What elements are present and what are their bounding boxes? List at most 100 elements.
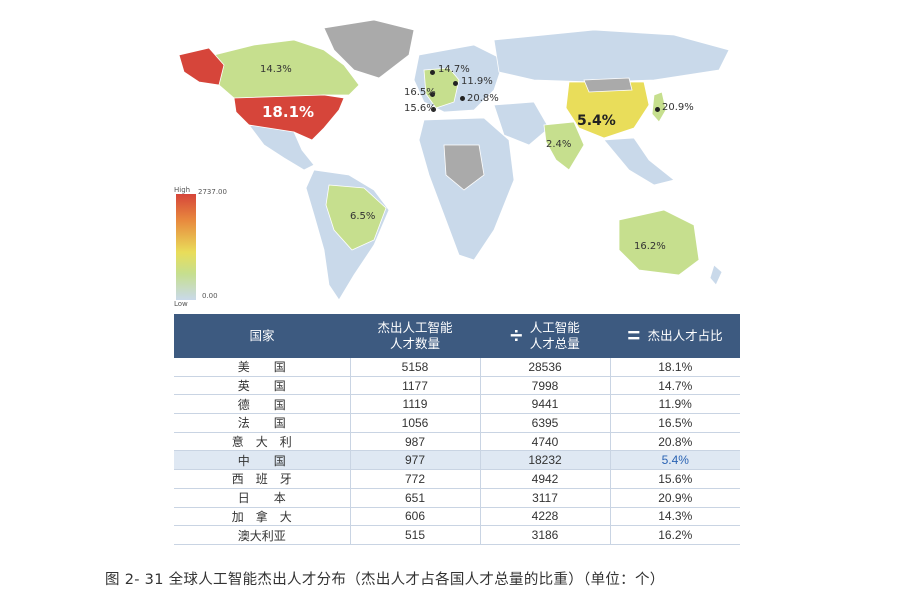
- cell-country: 意 大 利: [174, 432, 351, 452]
- region-mexico: [248, 124, 315, 171]
- cell-top-talent: 772: [350, 469, 481, 489]
- label-uk: 14.7%: [438, 64, 470, 75]
- label-germany: 11.9%: [461, 76, 493, 87]
- cell-total-talent: 28536: [480, 358, 611, 377]
- cell-share: 11.9%: [610, 394, 740, 415]
- legend-high-label: High: [174, 186, 191, 194]
- cell-top-talent: 5158: [350, 358, 481, 377]
- legend-gradient-bar: [176, 194, 196, 300]
- cell-top-talent: 651: [350, 488, 481, 508]
- divide-operator: ÷: [510, 323, 523, 348]
- cell-total-talent: 9441: [480, 394, 611, 415]
- cell-share: 16.2%: [610, 525, 740, 545]
- cell-top-talent: 987: [350, 432, 481, 452]
- cell-total-talent: 4740: [480, 432, 611, 452]
- table-row: 加 拿 大 606 4228 14.3%: [174, 507, 740, 527]
- label-canada: 14.3%: [260, 64, 292, 75]
- marker-germany: [453, 81, 458, 86]
- label-usa: 18.1%: [262, 103, 315, 121]
- table-row: 意 大 利 987 4740 20.8%: [174, 432, 740, 452]
- cell-country: 德 国: [174, 394, 351, 415]
- cell-share: 20.8%: [610, 432, 740, 452]
- label-australia: 16.2%: [634, 241, 666, 252]
- cell-top-talent: 1119: [350, 394, 481, 415]
- cell-share: 14.7%: [610, 376, 740, 396]
- cell-top-talent: 977: [350, 450, 481, 471]
- color-legend: High 2737.00 Low 0.00: [174, 186, 234, 308]
- world-map-svg: [178, 19, 730, 301]
- region-india: [543, 121, 585, 171]
- region-middle-east: [493, 101, 550, 146]
- region-greenland: [323, 19, 415, 79]
- region-se-asia: [603, 137, 675, 186]
- table-row: 中 国 977 18232 5.4%: [174, 450, 740, 471]
- label-italy: 20.8%: [467, 93, 499, 104]
- table-row: 澳大利亚 515 3186 16.2%: [174, 525, 740, 545]
- marker-spain: [431, 107, 436, 112]
- cell-total-talent: 4942: [480, 469, 611, 489]
- region-australia: [618, 209, 700, 276]
- world-map: 14.3% 18.1% 6.5% 14.7% 11.9% 16.5% 20.8%…: [174, 10, 746, 310]
- header-share: = 杰出人才占比: [610, 314, 740, 358]
- cell-total-talent: 4228: [480, 507, 611, 527]
- cell-top-talent: 1177: [350, 376, 481, 396]
- header-share-label: 杰出人才占比: [647, 328, 723, 343]
- table-row: 美 国 5158 28536 18.1%: [174, 358, 740, 377]
- cell-share: 14.3%: [610, 507, 740, 527]
- marker-italy: [460, 96, 465, 101]
- cell-country: 中 国: [174, 450, 351, 471]
- table-row: 西 班 牙 772 4942 15.6%: [174, 469, 740, 489]
- region-africa-nodata: [443, 144, 485, 191]
- table-body: 美 国 5158 28536 18.1% 英 国 1177 7998 14.7% 德 国 1119…: [174, 358, 740, 545]
- header-top-talent-line1: 杰出人工智能: [377, 321, 453, 335]
- label-japan: 20.9%: [662, 102, 694, 113]
- table-row: 德 国 1119 9441 11.9%: [174, 394, 740, 415]
- cell-total-talent: 3117: [480, 488, 611, 508]
- header-total-talent: ÷ 人工智能 人才总量: [480, 314, 610, 358]
- figure-caption: 图 2- 31 全球人工智能杰出人才分布（杰出人才占各国人才总量的比重）（单位：…: [105, 572, 665, 588]
- cell-top-talent: 1056: [350, 413, 481, 433]
- cell-share: 15.6%: [610, 469, 740, 489]
- marker-japan: [655, 107, 660, 112]
- cell-share: 16.5%: [610, 413, 740, 433]
- table-row: 日 本 651 3117 20.9%: [174, 488, 740, 508]
- header-total-talent-line2: 人才总量: [529, 337, 580, 351]
- label-france: 16.5%: [404, 87, 436, 98]
- cell-country: 美 国: [174, 358, 351, 377]
- cell-country: 西 班 牙: [174, 469, 351, 489]
- header-country: 国家: [174, 314, 350, 358]
- legend-low-label: Low: [174, 300, 188, 308]
- cell-country: 加 拿 大: [174, 507, 351, 527]
- header-top-talent: 杰出人工智能 人才数量: [350, 314, 480, 358]
- cell-country: 日 本: [174, 488, 351, 508]
- header-total-talent-line1: 人工智能: [529, 321, 580, 335]
- region-china: [565, 81, 650, 139]
- label-brazil: 6.5%: [350, 211, 376, 222]
- cell-country: 英 国: [174, 376, 351, 396]
- cell-total-talent: 18232: [480, 450, 611, 471]
- legend-low-value: 0.00: [202, 292, 218, 300]
- marker-france: [430, 92, 435, 97]
- region-new-zealand: [709, 264, 723, 286]
- region-brazil: [325, 184, 387, 251]
- marker-uk: [430, 70, 435, 75]
- cell-country: 澳大利亚: [174, 525, 351, 545]
- cell-total-talent: 7998: [480, 376, 611, 396]
- table-row: 法 国 1056 6395 16.5%: [174, 413, 740, 433]
- region-africa: [418, 117, 515, 261]
- cell-total-talent: 3186: [480, 525, 611, 545]
- cell-share: 18.1%: [610, 358, 740, 377]
- cell-share: 20.9%: [610, 488, 740, 508]
- cell-total-talent: 6395: [480, 413, 611, 433]
- legend-high-value: 2737.00: [198, 188, 227, 196]
- label-spain: 15.6%: [404, 103, 436, 114]
- header-top-talent-line2: 人才数量: [389, 337, 440, 351]
- table-header-row: 国家 杰出人工智能 人才数量 ÷ 人工智能 人才总量 = 杰出人才占比: [174, 314, 740, 358]
- cell-top-talent: 606: [350, 507, 481, 527]
- cell-country: 法 国: [174, 413, 351, 433]
- region-alaska: [178, 47, 225, 86]
- label-china: 5.4%: [577, 113, 616, 129]
- equals-operator: =: [627, 323, 641, 349]
- table-row: 英 国 1177 7998 14.7%: [174, 376, 740, 396]
